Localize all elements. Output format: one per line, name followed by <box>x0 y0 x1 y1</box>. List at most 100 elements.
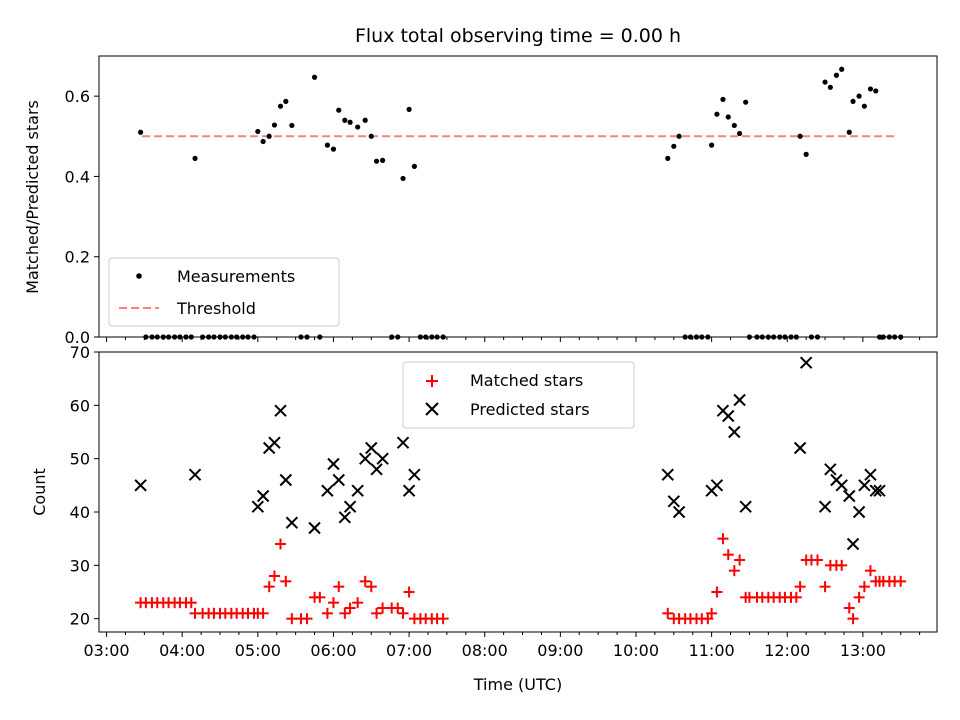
bottom-legend: Matched stars Predicted stars <box>402 361 635 429</box>
bottom-x-axis: 03:00 04:00 05:00 06:00 07:00 08:00 09:00 10:00… <box>84 632 921 660</box>
measurement-point <box>846 129 852 135</box>
measurement-point <box>336 107 342 113</box>
measurement-point <box>665 155 671 161</box>
measurement-point <box>759 334 765 340</box>
measurement-point <box>880 334 886 340</box>
matched-star-point <box>321 607 333 619</box>
predicted-star-point <box>188 468 202 481</box>
top-y-tick-label: 0.0 <box>65 328 90 347</box>
matched-star-point <box>853 591 865 603</box>
measurement-point <box>277 103 284 109</box>
measurement-point <box>251 334 257 340</box>
top-panel: Flux total observing time = 0.00 h 0.0 0.… <box>23 25 938 347</box>
measurement-point <box>782 334 788 340</box>
measurement-points <box>137 66 904 340</box>
bottom-y-tick-label: 30 <box>70 556 90 575</box>
top-y-tick-label: 0.4 <box>65 167 90 186</box>
measurement-point <box>898 334 904 340</box>
matched-star-point <box>403 586 415 598</box>
bottom-plot-frame <box>98 351 938 633</box>
bottom-panel: 20 30 40 50 60 70 03:00 04:00 05:00 06:00 07:00 08… <box>30 343 938 694</box>
measurement-point <box>211 334 217 340</box>
measurement-point <box>172 334 178 340</box>
measurement-point <box>434 334 440 340</box>
predicted-star-point <box>285 516 299 529</box>
measurement-point <box>289 122 295 129</box>
measurement-point <box>149 334 155 340</box>
matched-star-point <box>895 575 907 587</box>
predicted-star-point <box>667 495 681 508</box>
legend-threshold-label: Threshold <box>176 299 256 318</box>
chart-title: Flux total observing time = 0.00 h <box>355 25 681 47</box>
measurement-point <box>423 334 429 340</box>
measurement-point <box>395 334 401 340</box>
measurement-point <box>304 334 310 340</box>
predicted-star-point <box>733 393 746 407</box>
measurement-point <box>177 334 183 340</box>
bottom-x-tick-label: 08:00 <box>462 641 508 660</box>
measurement-point <box>873 88 879 94</box>
measurement-point <box>271 122 278 128</box>
measurement-point <box>330 146 337 152</box>
bottom-x-tick-label: 07:00 <box>386 641 432 660</box>
measurement-point <box>886 334 892 340</box>
matched-star-point <box>812 554 824 566</box>
matched-star-point <box>711 586 723 598</box>
bottom-y-tick-label: 70 <box>70 343 90 362</box>
measurement-point <box>771 334 777 340</box>
predicted-star-point <box>327 457 340 471</box>
bottom-x-axis-title: Time (UTC) <box>473 675 562 694</box>
matched-star-point <box>847 613 859 625</box>
measurement-point <box>298 334 304 340</box>
measurement-point <box>705 334 711 340</box>
predicted-star-point <box>256 489 270 503</box>
measurement-point <box>867 86 874 92</box>
matched-stars-points <box>135 533 907 625</box>
predicted-star-point <box>818 500 832 513</box>
bottom-y-axis: 20 30 40 50 60 70 <box>70 343 99 629</box>
predicted-star-point <box>710 479 724 492</box>
predicted-star-point <box>739 500 752 513</box>
measurement-point <box>234 334 240 340</box>
measurement-point <box>737 130 743 137</box>
measurement-point <box>266 133 272 139</box>
measurement-point <box>389 334 395 340</box>
measurement-point <box>808 334 815 340</box>
predicted-star-point <box>365 441 378 455</box>
predicted-star-point <box>402 484 416 497</box>
bottom-y-tick-label: 50 <box>70 450 90 469</box>
measurement-point <box>687 334 694 340</box>
matched-star-point <box>662 607 674 619</box>
matched-star-point <box>339 607 351 619</box>
measurement-point <box>822 79 828 85</box>
measurement-point <box>746 334 753 340</box>
matched-star-point <box>268 570 280 582</box>
top-plot-frame <box>98 55 938 338</box>
measurement-point <box>682 334 688 340</box>
measurement-point <box>255 128 261 135</box>
predicted-star-point <box>846 537 860 551</box>
measurement-point <box>317 334 323 340</box>
top-y-tick-label: 0.6 <box>65 87 90 106</box>
measurement-point <box>165 334 172 340</box>
matched-star-point <box>344 602 356 614</box>
matched-star-point <box>706 607 718 619</box>
matched-star-point <box>263 581 275 593</box>
predicted-star-point <box>359 452 372 465</box>
predicted-star-point <box>376 452 389 465</box>
legend-measurements-label: Measurements <box>177 267 295 286</box>
matched-star-point <box>437 613 449 625</box>
predicted-star-point <box>864 468 877 481</box>
measurement-point <box>788 334 794 340</box>
measurement-point <box>827 84 833 90</box>
matched-star-point <box>397 607 409 619</box>
matched-star-point <box>794 581 806 593</box>
measurement-point <box>192 155 198 161</box>
measurement-point <box>850 98 856 104</box>
matched-star-point <box>864 565 876 577</box>
predicted-star-point <box>370 463 383 476</box>
measurement-point <box>892 334 898 340</box>
measurement-point <box>311 74 318 80</box>
predicted-star-point <box>332 473 345 487</box>
